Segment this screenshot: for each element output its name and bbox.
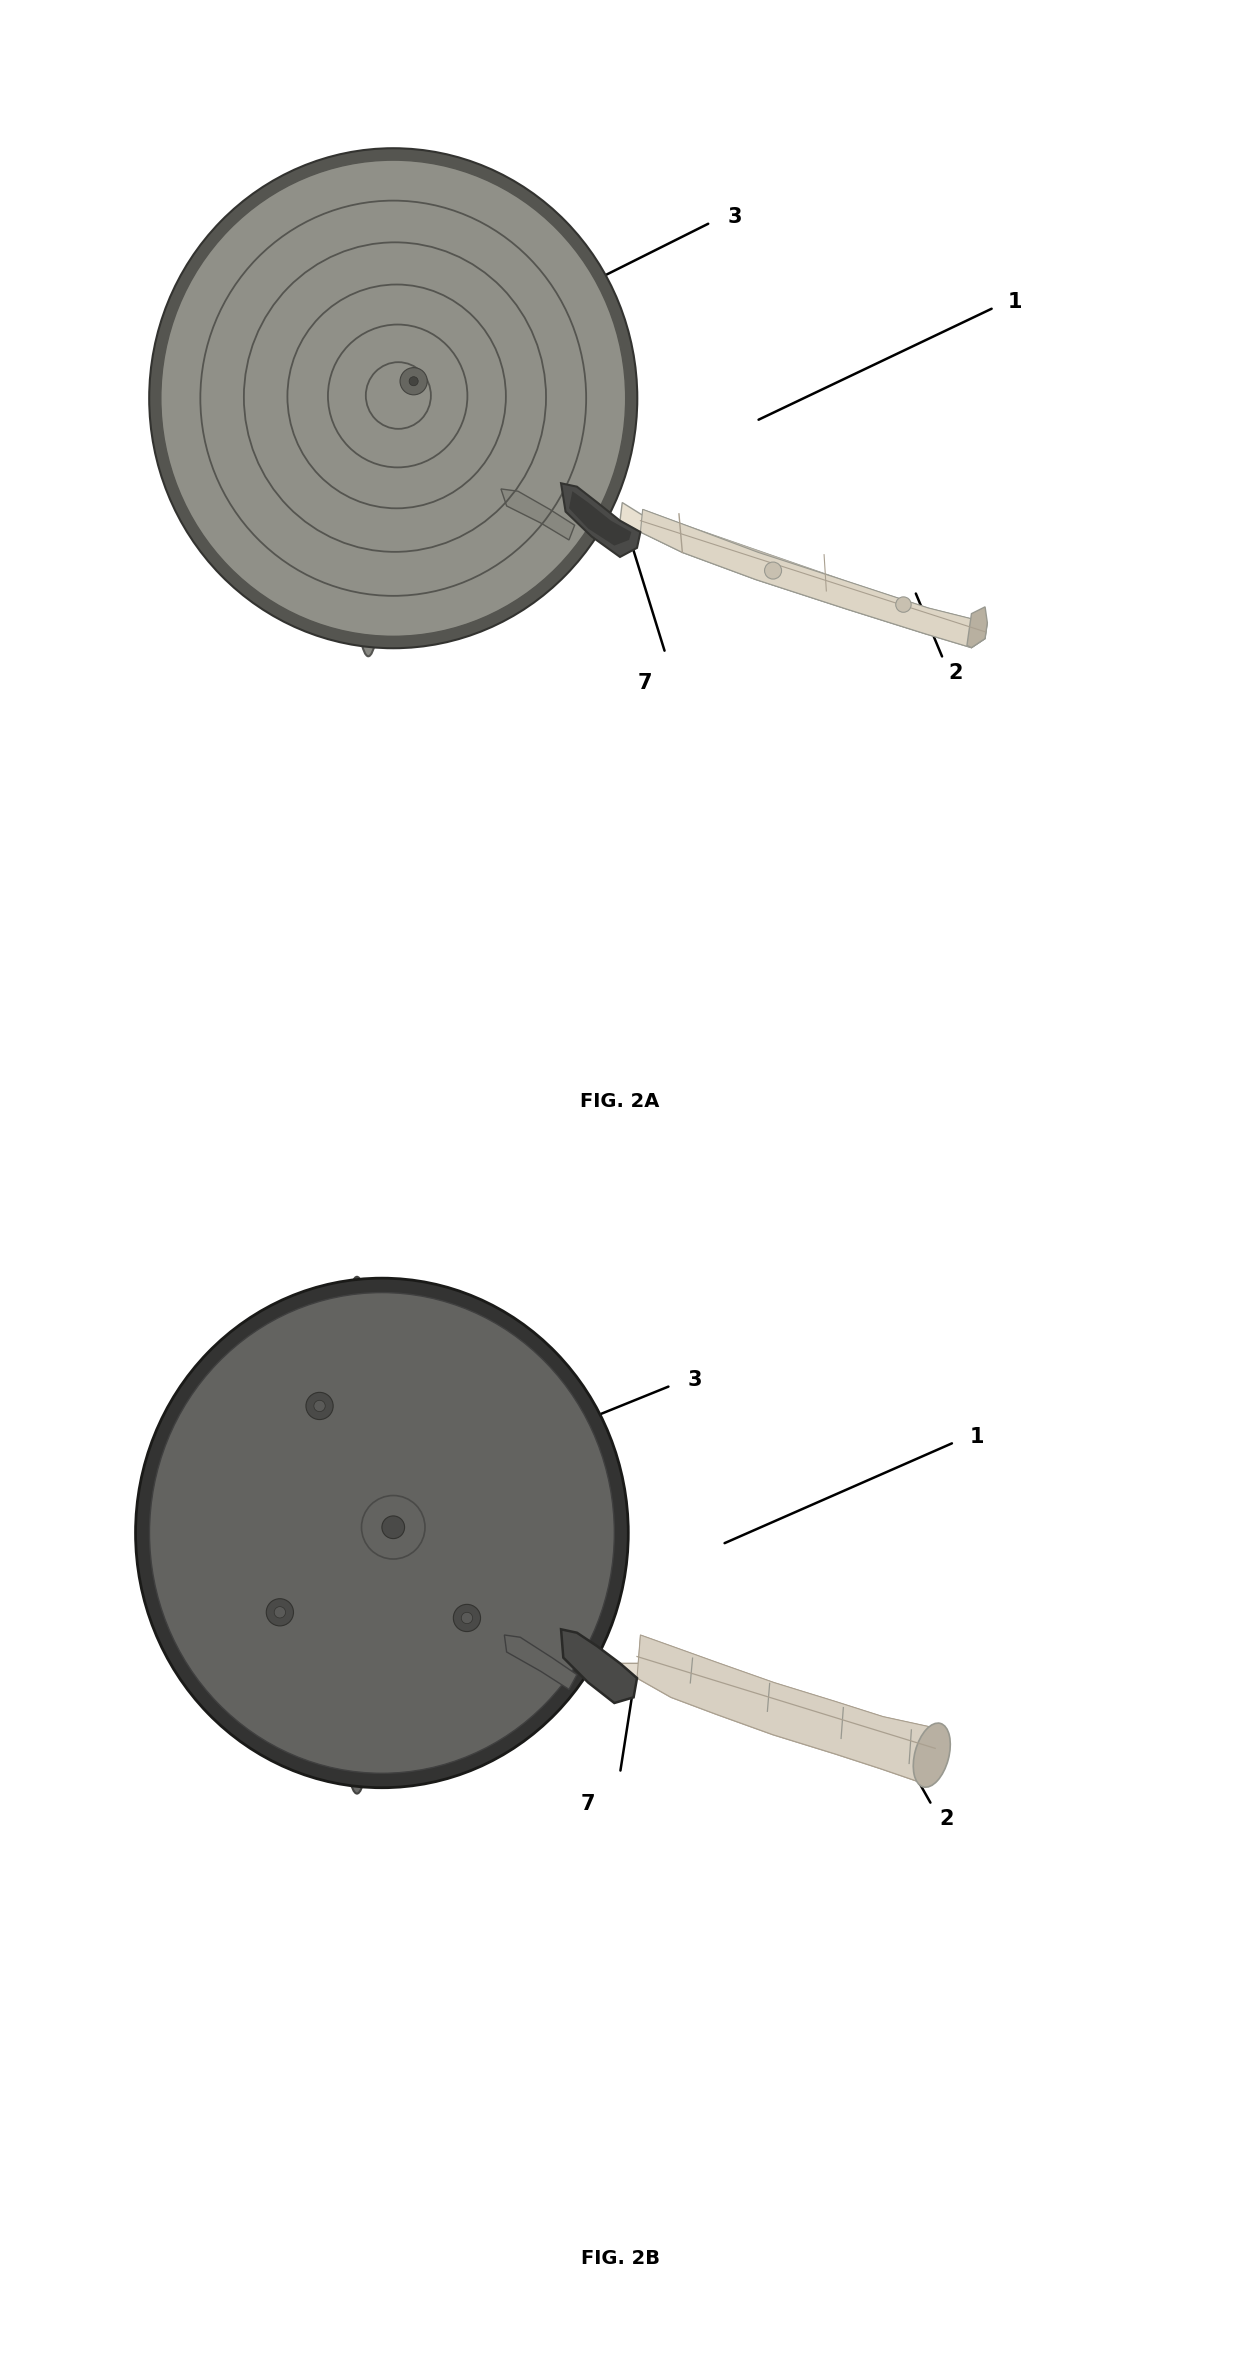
Circle shape	[461, 1613, 472, 1623]
Ellipse shape	[335, 1278, 379, 1793]
Polygon shape	[569, 491, 631, 546]
Text: 7: 7	[637, 673, 652, 692]
Text: FIG. 2A: FIG. 2A	[580, 1091, 660, 1110]
Text: 3: 3	[688, 1370, 703, 1389]
Text: FIG. 2B: FIG. 2B	[580, 2249, 660, 2268]
Circle shape	[401, 368, 428, 394]
Text: 1: 1	[970, 1427, 983, 1446]
Polygon shape	[505, 1635, 577, 1689]
Polygon shape	[560, 484, 640, 557]
Ellipse shape	[161, 161, 626, 635]
Polygon shape	[560, 1630, 637, 1703]
Polygon shape	[620, 1663, 935, 1783]
Circle shape	[267, 1599, 294, 1625]
Ellipse shape	[914, 1724, 950, 1788]
Polygon shape	[637, 1635, 935, 1783]
Polygon shape	[640, 510, 987, 638]
Text: 7: 7	[582, 1793, 595, 1814]
Text: 1: 1	[1008, 293, 1022, 312]
Polygon shape	[640, 510, 987, 647]
Ellipse shape	[135, 1278, 629, 1788]
Text: 2: 2	[949, 664, 963, 683]
Circle shape	[382, 1516, 404, 1538]
Circle shape	[895, 598, 911, 612]
Text: 3: 3	[728, 208, 743, 227]
Circle shape	[454, 1604, 481, 1632]
Ellipse shape	[149, 149, 637, 647]
Polygon shape	[967, 607, 987, 647]
Ellipse shape	[347, 151, 389, 657]
Ellipse shape	[150, 1292, 614, 1774]
Circle shape	[314, 1401, 325, 1412]
Polygon shape	[501, 489, 574, 541]
Circle shape	[409, 376, 418, 385]
Polygon shape	[620, 503, 985, 647]
Circle shape	[765, 562, 781, 579]
Circle shape	[306, 1391, 334, 1420]
Polygon shape	[637, 1635, 937, 1783]
Circle shape	[274, 1606, 285, 1618]
Text: 2: 2	[940, 1809, 955, 1828]
